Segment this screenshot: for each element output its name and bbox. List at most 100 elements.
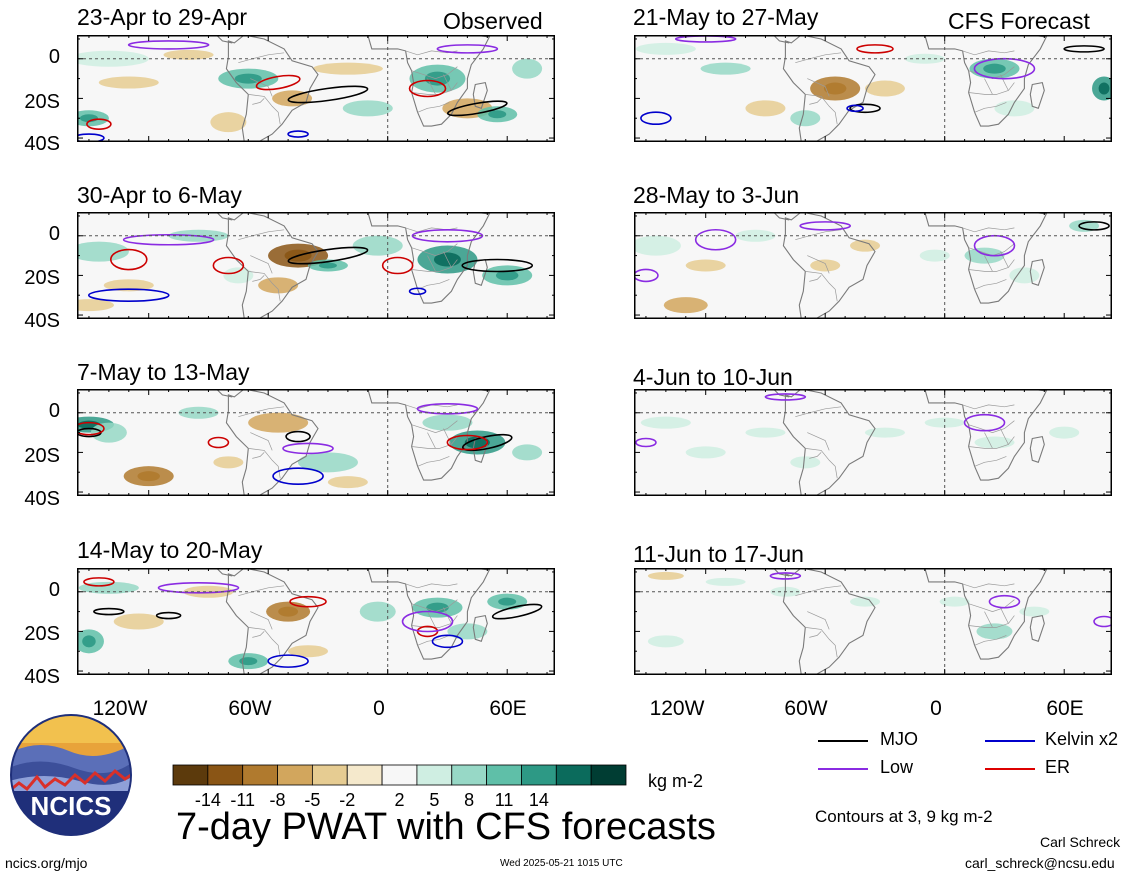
coastline [923, 568, 1048, 660]
map-frame [77, 35, 555, 142]
country-border [962, 50, 1015, 56]
footer-author: Carl Schreck [1040, 834, 1121, 850]
pwat-anomaly-blob [359, 601, 396, 622]
colorbar-tick-label: -2 [339, 790, 356, 810]
country-border [411, 243, 458, 256]
country-border [974, 102, 1007, 113]
coastline [225, 35, 319, 142]
xlabel-0-right: 0 [930, 697, 942, 720]
country-border [248, 627, 281, 658]
map-panel-1 [77, 35, 555, 142]
pwat-anomaly-blob [790, 456, 821, 469]
colorbar-swatch [416, 764, 453, 786]
colorbar-swatch [346, 764, 383, 786]
pwat-anomaly-blob [823, 82, 847, 95]
pwat-anomaly-blob [864, 80, 905, 97]
logo-text: NCICS [31, 791, 112, 821]
wave-contour [155, 611, 182, 620]
pwat-anomaly-blob [512, 58, 543, 79]
country-border [411, 66, 458, 79]
contours-note: Contours at 3, 9 kg m-2 [815, 807, 993, 826]
footer-email[interactable]: carl_schreck@ncsu.edu [965, 855, 1115, 871]
country-border [248, 94, 281, 125]
ylabel-40s-r2: 40S [24, 310, 60, 332]
pwat-anomaly-blob [924, 417, 965, 428]
country-border [984, 78, 993, 95]
coastline [923, 35, 1048, 127]
pwat-anomaly-blob [976, 623, 1013, 640]
colorbar-tick-label: 14 [528, 790, 549, 810]
coastline [1029, 81, 1045, 109]
colorbar-swatch [242, 764, 278, 786]
country-border [252, 275, 265, 282]
country-border [252, 98, 265, 105]
ylabel-0-r1: 0 [48, 46, 60, 68]
pwat-anomaly-blob [90, 422, 127, 443]
pwat-anomaly-blob [312, 62, 383, 75]
wave-contour [1093, 615, 1112, 628]
ylabel-20s-r3: 20S [24, 445, 60, 467]
pwat-anomaly-blob [113, 613, 164, 630]
pwat-anomaly-blob [634, 235, 681, 256]
country-border [805, 271, 838, 302]
pwat-anomaly-blob [983, 63, 1006, 74]
panel-title-3: 7-May to 13-May [77, 359, 250, 385]
xlabel-120w-right: 120W [649, 697, 705, 720]
panel-title-8: 11-Jun to 17-Jun [633, 541, 804, 567]
wave-contour [157, 582, 240, 594]
wave-contour [287, 85, 369, 104]
colorbar-swatch [207, 764, 244, 786]
ncics-logo-icon: NCICS [10, 714, 132, 836]
country-border [807, 255, 830, 274]
country-border [248, 271, 281, 302]
colorbar-swatch [590, 764, 627, 786]
wave-contour [846, 104, 864, 113]
country-border [795, 585, 842, 597]
colorbar-tick-label: -8 [269, 790, 286, 810]
pwat-anomaly-blob [685, 259, 726, 272]
country-border [238, 52, 285, 64]
pwat-anomaly-blob [635, 42, 696, 55]
country-border [411, 420, 458, 433]
panel-title-7: 4-Jun to 10-Jun [633, 364, 793, 390]
wave-contour [86, 118, 112, 130]
wave-contour [416, 403, 479, 415]
colorbar-swatch [277, 764, 313, 786]
wave-contour [289, 595, 327, 608]
coastline [1029, 614, 1045, 642]
ylabel-20s-r4: 20S [24, 623, 60, 645]
wave-contour [77, 133, 105, 142]
country-border [974, 456, 1007, 467]
pwat-anomaly-blob [1069, 219, 1100, 232]
wave-contour [769, 572, 802, 580]
legend-kelvin-line [985, 740, 1035, 742]
country-border [427, 611, 436, 628]
wave-contour [207, 436, 230, 449]
wave-contour [109, 248, 148, 271]
coastline [215, 35, 233, 44]
country-border [974, 279, 1007, 290]
pwat-anomaly-blob [137, 471, 160, 482]
footer-url[interactable]: ncics.org/mjo [5, 855, 88, 871]
map-panel-3 [77, 389, 555, 496]
wave-contour [77, 421, 105, 436]
country-border [962, 227, 1015, 233]
pwat-anomaly-blob [685, 446, 726, 459]
wave-contour [856, 44, 894, 54]
wave-contour [799, 221, 851, 231]
coastline [923, 212, 1048, 304]
country-border [807, 78, 830, 97]
country-border [417, 102, 450, 113]
map-panel-6 [634, 212, 1112, 319]
pwat-anomaly-blob [352, 235, 403, 256]
pwat-anomaly-blob [810, 259, 841, 272]
country-border [962, 583, 1015, 589]
legend-mjo-line [818, 740, 868, 742]
xlabel-0-left: 0 [373, 697, 385, 720]
pwat-anomaly-blob [77, 241, 129, 262]
pwat-anomaly-blob [213, 456, 244, 469]
wave-contour [267, 654, 309, 668]
colorbar-tick-label: -14 [194, 790, 221, 810]
coastline [782, 35, 876, 142]
wave-contour [272, 467, 324, 485]
